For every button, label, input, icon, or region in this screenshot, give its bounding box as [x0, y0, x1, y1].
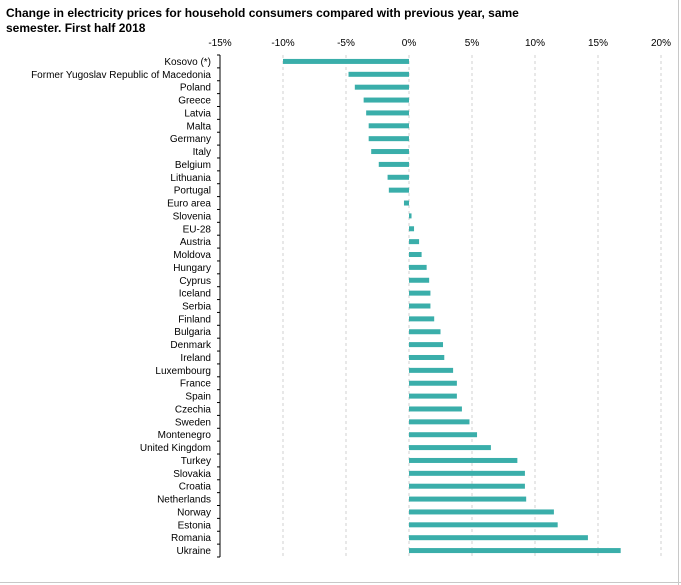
- x-tick-label: 10%: [525, 38, 545, 49]
- category-labels: Kosovo (*) Former Yugoslav Republic of Ma…: [31, 57, 212, 557]
- bar: [409, 509, 554, 515]
- category-label: Former Yugoslav Republic of Macedonia: [31, 70, 211, 81]
- category-label: Greece: [178, 96, 211, 107]
- x-tick-label: -10%: [271, 38, 294, 49]
- chart-title: Change in electricity prices for househo…: [6, 6, 519, 35]
- bar: [368, 123, 409, 129]
- bar: [409, 393, 457, 399]
- category-label: Montenegro: [158, 430, 212, 441]
- category-label: Serbia: [182, 302, 211, 313]
- bar: [409, 239, 420, 245]
- category-label: Moldova: [173, 250, 211, 261]
- bar: [409, 522, 558, 528]
- category-label: Ukraine: [177, 546, 212, 557]
- x-tick-label: -5%: [337, 38, 355, 49]
- category-label: France: [180, 379, 212, 390]
- frame-right-edge: [678, 0, 679, 585]
- bar: [409, 445, 491, 451]
- category-label: Croatia: [179, 482, 212, 493]
- bar: [409, 213, 412, 219]
- bar: [368, 136, 409, 142]
- category-label: Finland: [178, 314, 211, 325]
- category-label: Ireland: [180, 353, 211, 364]
- bar: [409, 432, 478, 438]
- bar: [409, 380, 457, 386]
- bar: [409, 226, 415, 232]
- category-label: United Kingdom: [140, 443, 211, 454]
- category-label: Belgium: [175, 160, 211, 171]
- bar: [403, 200, 409, 206]
- category-label: Italy: [193, 147, 211, 158]
- bar: [409, 329, 441, 335]
- category-label: Netherlands: [157, 495, 211, 506]
- bar: [354, 84, 409, 90]
- axes: [217, 54, 221, 558]
- category-label: Latvia: [184, 108, 211, 119]
- bar: [409, 290, 431, 296]
- bar: [409, 367, 454, 373]
- x-tick-label: -15%: [208, 38, 231, 49]
- category-label: Luxembourg: [155, 366, 211, 377]
- bar: [409, 548, 621, 554]
- bar: [366, 110, 409, 116]
- category-label: Poland: [180, 83, 211, 94]
- category-label: Iceland: [179, 289, 211, 300]
- bar: [409, 457, 518, 463]
- category-label: Germany: [170, 134, 211, 145]
- bar: [378, 161, 409, 167]
- category-label: Austria: [180, 237, 212, 248]
- bar: [409, 342, 444, 348]
- bar: [409, 419, 470, 425]
- bar: [409, 252, 422, 258]
- x-tick-label: 20%: [651, 38, 671, 49]
- bar: [371, 149, 409, 155]
- gridlines: [282, 55, 662, 557]
- bar: [409, 303, 431, 309]
- frame-bottom-edge: [0, 582, 681, 583]
- bar: [388, 187, 409, 193]
- category-label: Malta: [187, 121, 212, 132]
- category-label: Norway: [177, 507, 211, 518]
- category-label: Portugal: [174, 186, 211, 197]
- category-label: Sweden: [175, 417, 211, 428]
- bar: [409, 354, 445, 360]
- category-label: Turkey: [181, 456, 211, 467]
- bar: [409, 277, 430, 283]
- bar: [387, 174, 409, 180]
- bar: [409, 406, 462, 412]
- category-label: Slovakia: [173, 469, 211, 480]
- category-label: Euro area: [167, 199, 211, 210]
- bar: [409, 264, 427, 270]
- category-label: Denmark: [170, 340, 212, 351]
- bars: [283, 58, 621, 554]
- bar: [409, 470, 525, 476]
- category-label: Slovenia: [173, 211, 212, 222]
- bar: [409, 496, 527, 502]
- category-label: Estonia: [178, 520, 212, 531]
- category-label: EU-28: [183, 224, 212, 235]
- bar: [409, 316, 435, 322]
- bar: [348, 71, 409, 77]
- category-label: Czechia: [175, 404, 212, 415]
- bar: [363, 97, 409, 103]
- bar: [409, 535, 588, 541]
- category-label: Hungary: [173, 263, 211, 274]
- bar: [283, 58, 409, 64]
- category-label: Cyprus: [179, 276, 211, 287]
- category-label: Romania: [171, 533, 211, 544]
- category-label: Kosovo (*): [164, 57, 211, 68]
- bar: [409, 483, 525, 489]
- category-label: Lithuania: [170, 173, 211, 184]
- x-tick-labels: -15% -10% -5% 0% 5% 10% 15% 20%: [208, 38, 671, 49]
- x-tick-label: 15%: [588, 38, 608, 49]
- category-label: Spain: [185, 392, 211, 403]
- x-tick-label: 0%: [402, 38, 417, 49]
- category-label: Bulgaria: [174, 327, 211, 338]
- x-tick-label: 5%: [465, 38, 480, 49]
